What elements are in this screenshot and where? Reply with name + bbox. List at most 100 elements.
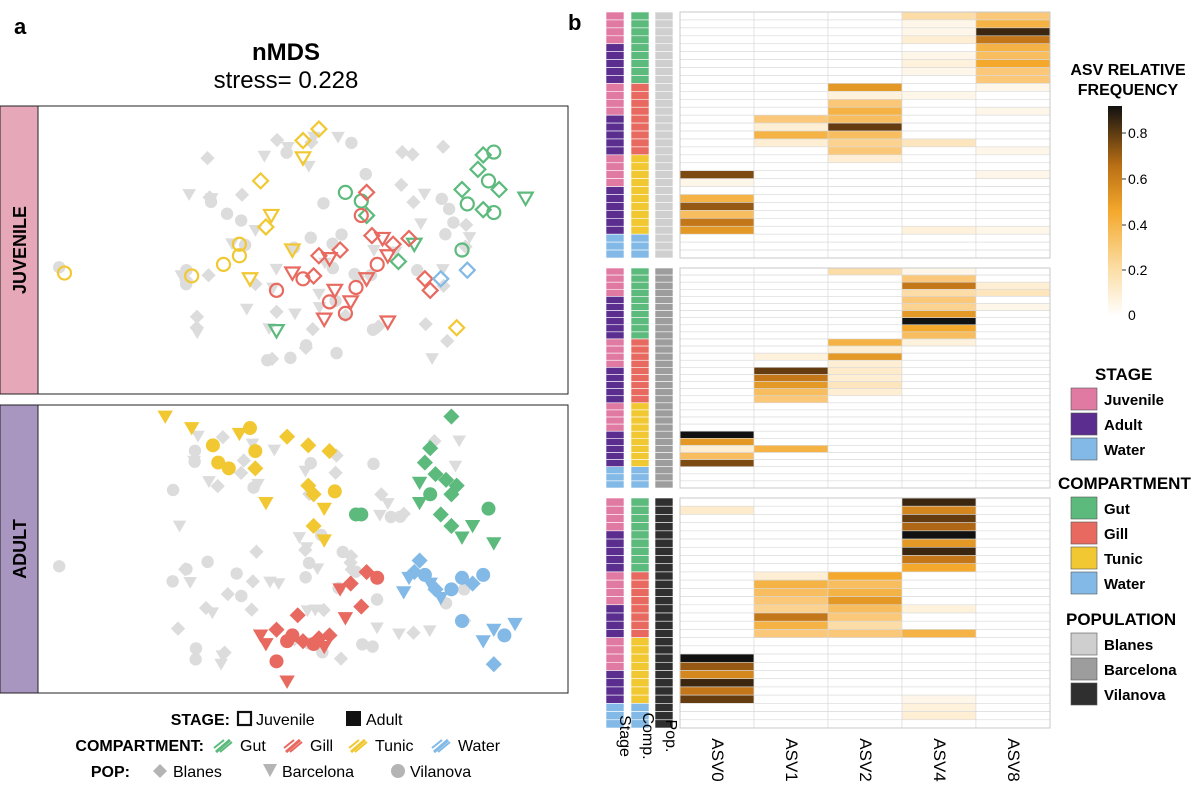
heatmap-cell	[901, 374, 977, 382]
adult-tunic-point	[205, 438, 220, 453]
annot-stage-cell	[605, 146, 625, 156]
annot-comp-cell	[630, 331, 650, 340]
juvenile-bg-point	[244, 602, 259, 617]
annot-comp-cell	[630, 19, 650, 29]
annot-comp-cell	[630, 122, 650, 132]
adult-tunic-point	[321, 443, 338, 460]
heatmap-cell	[901, 423, 977, 432]
annot-comp-cell	[630, 51, 650, 60]
heatmap-cell	[753, 719, 829, 729]
heatmap-cell	[679, 438, 755, 446]
heatmap-cell	[827, 711, 903, 721]
hm-legend-adult-swatch	[1070, 412, 1098, 436]
heatmap-cell	[753, 194, 829, 203]
heatmap-cell	[975, 249, 1051, 259]
annot-stage-cell	[605, 402, 625, 411]
heatmap-cell	[975, 19, 1051, 29]
annot-stage-cell	[605, 645, 625, 655]
heatmap-cell	[901, 241, 977, 251]
heatmap-cell	[753, 19, 829, 29]
heatmap-cell	[827, 345, 903, 354]
heatmap-cell	[901, 19, 977, 29]
adult-bg-point	[180, 263, 193, 277]
heatmap-cell	[975, 661, 1051, 671]
colorbar-tick-0.8: 0.8	[1128, 125, 1148, 141]
juvenile-bg-point	[202, 476, 216, 488]
juvenile-bg-point	[205, 607, 220, 620]
legend-stage-title: STAGE:	[171, 712, 230, 729]
annot-comp-cell	[630, 686, 650, 696]
heatmap-cell	[679, 430, 755, 439]
annot-stage-cell	[605, 571, 625, 581]
annot-comp-cell	[630, 154, 650, 164]
heatmap-cell	[827, 645, 903, 655]
adult-bg-point	[435, 139, 451, 154]
annot-pop-cell	[654, 51, 674, 60]
heatmap-cell	[679, 310, 755, 318]
annot-comp-cell	[630, 637, 650, 647]
heatmap-cell	[679, 345, 755, 354]
heatmap-cell	[901, 310, 977, 318]
heatmap-cell	[679, 51, 755, 60]
heatmap-cell	[901, 170, 977, 179]
heatmap-cell	[827, 154, 903, 164]
juvenile-gill-point	[331, 240, 350, 260]
heatmap-cell	[975, 604, 1051, 614]
juvenile-gut-point	[468, 160, 487, 179]
annot-pop-cell	[654, 296, 674, 304]
annot-pop-cell	[654, 395, 674, 404]
juvenile-bg-point	[298, 542, 313, 558]
heatmap-cell	[679, 114, 755, 124]
juvenile-bg-point	[215, 650, 230, 663]
annot-pop-cell	[654, 514, 674, 523]
adult-bg-point	[335, 228, 348, 241]
heatmap-cell	[827, 505, 903, 515]
annot-comp-cell	[630, 530, 650, 540]
hm-legend-adult-label: Adult	[1104, 417, 1142, 434]
heatmap-cell	[753, 563, 829, 573]
heatmap-cell	[753, 59, 829, 68]
legend-water-swatch-stroke	[437, 741, 451, 753]
juvenile-gill-point	[337, 305, 353, 321]
heatmap-cell	[901, 409, 977, 418]
heatmap-cell	[679, 497, 755, 507]
heatmap-cell	[679, 661, 755, 671]
annot-pop-cell	[654, 645, 674, 655]
adult-bg-point	[190, 327, 205, 340]
annot-comp-cell	[630, 719, 650, 729]
juvenile-gut-point	[486, 144, 502, 160]
annot-stage-cell	[605, 296, 625, 304]
adult-bg-point	[204, 195, 218, 209]
heatmap-cell	[827, 409, 903, 418]
juvenile-tunic-point	[283, 243, 302, 260]
col-label-asv2: ASV2	[856, 738, 875, 781]
annot-stage-cell	[605, 480, 625, 489]
annot-pop-cell	[654, 480, 674, 489]
heatmap-cell	[827, 596, 903, 606]
annot-pop-cell	[654, 338, 674, 347]
col-label-asv0: ASV0	[708, 738, 727, 781]
annot-stage-cell	[605, 225, 625, 235]
heatmap-cell	[901, 473, 977, 482]
heatmap-cell	[679, 296, 755, 304]
juvenile-bg-point	[189, 653, 202, 666]
annot-pop-cell	[654, 381, 674, 389]
heatmap-cell	[975, 225, 1051, 235]
heatmap-cell	[901, 186, 977, 195]
annot-pop-cell	[654, 388, 674, 397]
annot-stage-cell	[605, 170, 625, 179]
juvenile-bg-point	[247, 481, 260, 494]
adult-bg-point	[418, 316, 433, 332]
heatmap-cell	[975, 345, 1051, 354]
annot-comp-cell	[630, 194, 650, 203]
heatmap-cell	[975, 629, 1051, 638]
heatmap-cell	[975, 241, 1051, 251]
annot-pop-cell	[654, 694, 674, 704]
heatmap-cell	[901, 303, 977, 311]
annot-pop-cell	[654, 466, 674, 475]
annot-comp-cell	[630, 249, 650, 259]
heatmap-cell	[975, 146, 1051, 156]
heatmap-cell	[827, 416, 903, 425]
juvenile-bg-point	[366, 640, 379, 653]
annot-label-comp: Comp.	[639, 712, 656, 759]
